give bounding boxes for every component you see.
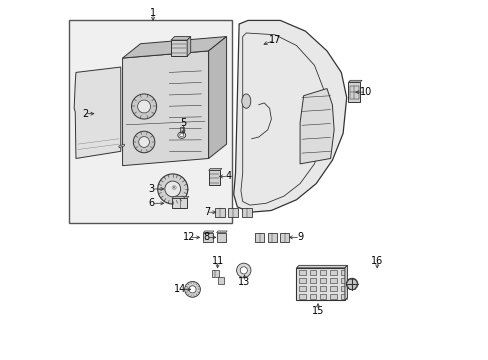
Text: 17: 17 bbox=[268, 35, 281, 45]
Bar bbox=[319, 286, 326, 291]
Bar bbox=[319, 278, 326, 283]
Bar bbox=[69, 21, 231, 223]
Polygon shape bbox=[122, 37, 226, 58]
Text: 9: 9 bbox=[296, 232, 303, 242]
Polygon shape bbox=[344, 265, 346, 300]
Text: 1: 1 bbox=[150, 8, 156, 18]
Bar bbox=[296, 268, 344, 300]
Bar bbox=[215, 208, 224, 217]
Ellipse shape bbox=[241, 94, 250, 108]
Polygon shape bbox=[74, 67, 121, 158]
Circle shape bbox=[346, 278, 357, 290]
Text: 16: 16 bbox=[370, 256, 383, 266]
Polygon shape bbox=[208, 170, 220, 185]
Polygon shape bbox=[348, 80, 362, 82]
Polygon shape bbox=[241, 33, 326, 205]
Polygon shape bbox=[122, 51, 208, 166]
Bar bbox=[241, 208, 251, 217]
Text: 4: 4 bbox=[225, 171, 231, 181]
Bar bbox=[340, 294, 346, 299]
Circle shape bbox=[188, 286, 196, 293]
Bar bbox=[228, 208, 238, 217]
Bar bbox=[309, 278, 315, 283]
Polygon shape bbox=[171, 40, 187, 56]
Bar bbox=[329, 278, 336, 283]
Text: 8: 8 bbox=[203, 232, 209, 242]
Circle shape bbox=[158, 174, 187, 204]
Bar bbox=[340, 270, 346, 275]
Text: 13: 13 bbox=[238, 277, 250, 287]
Circle shape bbox=[137, 100, 150, 113]
Bar bbox=[212, 270, 218, 277]
Bar bbox=[329, 286, 336, 291]
Polygon shape bbox=[208, 37, 226, 158]
Bar bbox=[299, 294, 305, 299]
Bar bbox=[319, 294, 326, 299]
Bar bbox=[267, 233, 276, 242]
Text: 11: 11 bbox=[211, 256, 224, 266]
Polygon shape bbox=[216, 231, 227, 233]
Polygon shape bbox=[296, 265, 346, 268]
Bar bbox=[280, 233, 289, 242]
Text: 15: 15 bbox=[311, 306, 324, 316]
Bar bbox=[217, 277, 224, 284]
Bar bbox=[255, 233, 264, 242]
Ellipse shape bbox=[180, 134, 183, 137]
Ellipse shape bbox=[178, 132, 185, 138]
Polygon shape bbox=[233, 21, 346, 212]
Text: 7: 7 bbox=[203, 207, 209, 217]
Bar bbox=[319, 270, 326, 275]
Polygon shape bbox=[203, 231, 214, 233]
Polygon shape bbox=[171, 37, 190, 40]
Bar bbox=[309, 294, 315, 299]
Bar bbox=[299, 278, 305, 283]
Circle shape bbox=[139, 136, 149, 147]
Circle shape bbox=[131, 94, 156, 119]
Polygon shape bbox=[300, 89, 333, 164]
Text: 12: 12 bbox=[183, 232, 195, 242]
Text: 2: 2 bbox=[81, 109, 88, 119]
Text: ®: ® bbox=[169, 186, 176, 192]
Text: 3: 3 bbox=[148, 184, 154, 194]
Polygon shape bbox=[119, 144, 124, 148]
Polygon shape bbox=[208, 168, 222, 170]
Text: 5: 5 bbox=[180, 118, 186, 128]
Circle shape bbox=[133, 131, 155, 153]
Bar bbox=[348, 82, 360, 102]
Bar bbox=[203, 233, 212, 242]
Bar bbox=[329, 270, 336, 275]
Bar bbox=[329, 294, 336, 299]
Text: 14: 14 bbox=[173, 284, 186, 294]
Circle shape bbox=[164, 181, 180, 197]
Bar bbox=[216, 233, 225, 242]
Text: 6: 6 bbox=[148, 198, 154, 208]
Circle shape bbox=[184, 282, 200, 297]
Polygon shape bbox=[172, 197, 188, 198]
Polygon shape bbox=[187, 37, 190, 56]
Bar bbox=[309, 286, 315, 291]
Bar bbox=[172, 198, 187, 208]
Circle shape bbox=[236, 263, 250, 278]
Text: 10: 10 bbox=[360, 87, 372, 97]
Bar bbox=[340, 278, 346, 283]
Bar bbox=[340, 286, 346, 291]
Circle shape bbox=[240, 267, 247, 274]
Bar bbox=[309, 270, 315, 275]
Bar bbox=[299, 270, 305, 275]
Bar bbox=[299, 286, 305, 291]
